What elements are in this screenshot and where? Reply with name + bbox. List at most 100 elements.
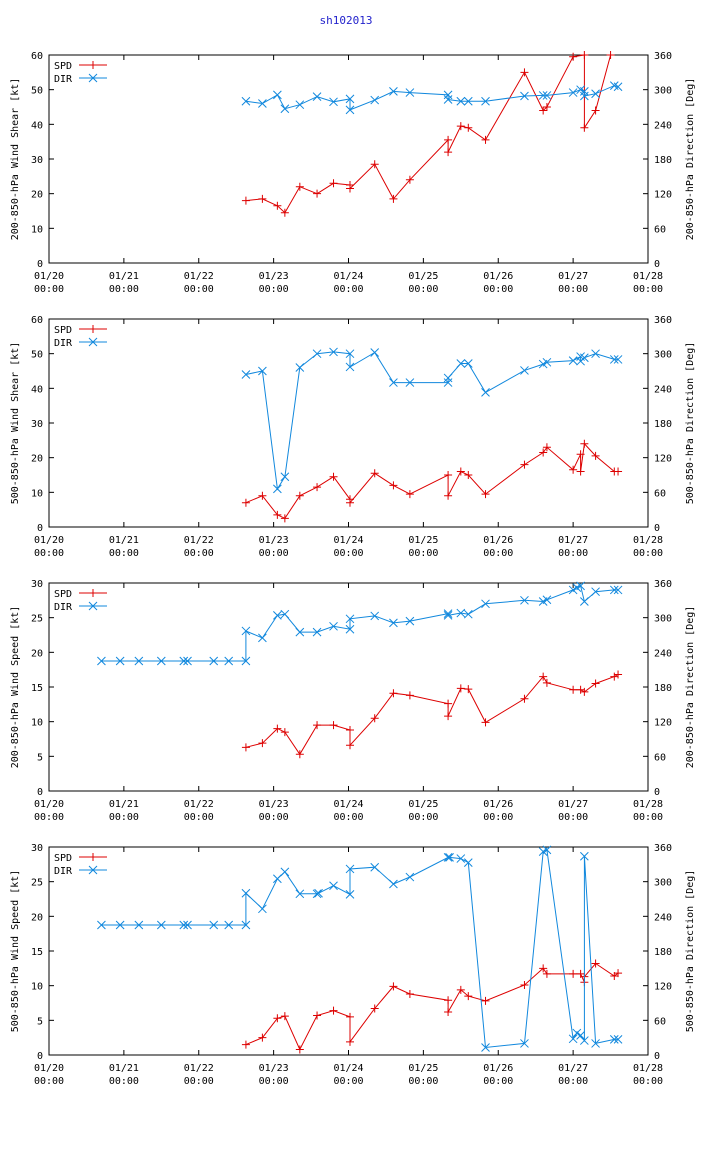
data-point-spd [444,712,453,721]
series-dir [241,81,623,115]
data-point-dir [572,1028,582,1038]
data-point-spd [313,721,322,730]
data-point-spd [520,68,529,77]
y2-tick-label: 180 [654,419,672,430]
y-tick-label: 40 [31,384,43,395]
data-point-dir [456,608,466,618]
data-point-dir [273,611,282,620]
data-point-dir [568,356,578,365]
data-point-dir [156,656,166,666]
y2-tick-label: 0 [654,259,660,270]
data-point-dir [613,585,623,595]
data-point-dir [580,353,589,363]
data-point-spd [345,498,354,507]
data-point-spd [481,996,490,1005]
legend-marker-dir [88,337,98,347]
y-tick-label: 5 [37,752,43,763]
data-point-spd [456,985,465,994]
data-point-dir [370,95,380,105]
data-point-dir [463,96,473,106]
y2-tick-label: 60 [654,488,666,499]
data-point-dir [280,472,290,482]
data-point-spd [576,450,585,459]
y-tick-label: 0 [37,259,43,270]
data-point-dir [258,366,267,376]
data-point-dir [295,889,305,899]
x-tick-label-time: 00:00 [483,812,513,823]
data-point-spd [444,1008,453,1017]
data-point-spd [444,491,453,500]
legend-marker-spd [89,61,97,69]
y2-tick-label: 0 [654,787,660,798]
legend-marker-spd [89,589,97,597]
x-tick-label-date: 01/20 [34,1063,64,1074]
data-point-dir [443,853,453,862]
data-point-spd [295,491,304,500]
data-point-dir [591,349,600,359]
plot-frame [48,318,649,528]
data-point-spd [569,52,578,61]
data-point-dir [443,90,453,100]
x-tick-label-date: 01/26 [483,271,513,282]
x-tick-label-time: 00:00 [408,548,438,559]
x-tick-label-time: 00:00 [558,548,588,559]
y2-tick-label: 240 [654,912,672,923]
x-tick-label-time: 00:00 [333,812,363,823]
x-tick-label-time: 00:00 [34,548,64,559]
y-tick-label: 50 [31,350,43,361]
data-point-dir [329,881,338,891]
data-point-spd [464,992,473,1001]
series-line-spd [245,54,612,214]
data-point-spd [273,201,282,210]
x-tick-label-date: 01/20 [34,799,64,810]
data-point-spd [539,106,548,115]
data-point-dir [520,595,529,605]
x-tick-label-time: 00:00 [483,1076,513,1087]
x-tick-label-time: 00:00 [633,548,663,559]
data-point-spd [370,714,379,723]
x-tick-label-date: 01/22 [184,1063,214,1074]
data-point-dir [312,627,322,637]
legend-marker-dir [88,865,98,875]
x-tick-label-date: 01/27 [558,271,588,282]
data-point-spd [580,123,589,132]
data-point-spd [444,996,453,1005]
y-tick-label: 15 [31,947,43,958]
data-point-dir [345,349,355,359]
data-point-dir [329,97,338,107]
x-tick-label-date: 01/24 [333,1063,363,1074]
data-point-spd [389,194,398,203]
data-point-spd [481,135,490,144]
y2-tick-label: 120 [654,718,672,729]
data-point-dir [241,888,251,898]
series-spd [241,439,623,523]
data-point-dir [312,349,322,359]
series-spd [241,959,623,1054]
data-point-dir [183,920,192,930]
data-point-dir [456,854,466,863]
data-point-dir [481,388,490,397]
legend-label-dir: DIR [54,74,73,85]
series-dir [241,347,623,494]
data-point-dir [609,585,619,595]
data-point-spd [329,1006,338,1015]
data-point-spd [591,679,600,688]
data-point-dir [445,853,454,862]
data-point-dir [538,91,548,100]
data-point-dir [609,1035,619,1044]
data-point-dir [273,484,282,494]
data-point-spd [520,980,529,989]
x-tick-label-time: 00:00 [109,548,139,559]
data-point-spd [580,687,589,696]
data-point-spd [569,685,578,694]
data-point-spd [345,1037,354,1046]
x-tick-label-time: 00:00 [259,812,289,823]
x-tick-label-date: 01/27 [558,799,588,810]
data-point-dir [370,348,380,357]
data-point-spd [313,189,322,198]
x-tick-label-date: 01/23 [259,535,289,546]
y2-axis-label: 500-850-hPa Direction [Deg] [685,342,696,505]
legend-marker-spd [89,853,97,861]
data-point-spd [444,135,453,144]
